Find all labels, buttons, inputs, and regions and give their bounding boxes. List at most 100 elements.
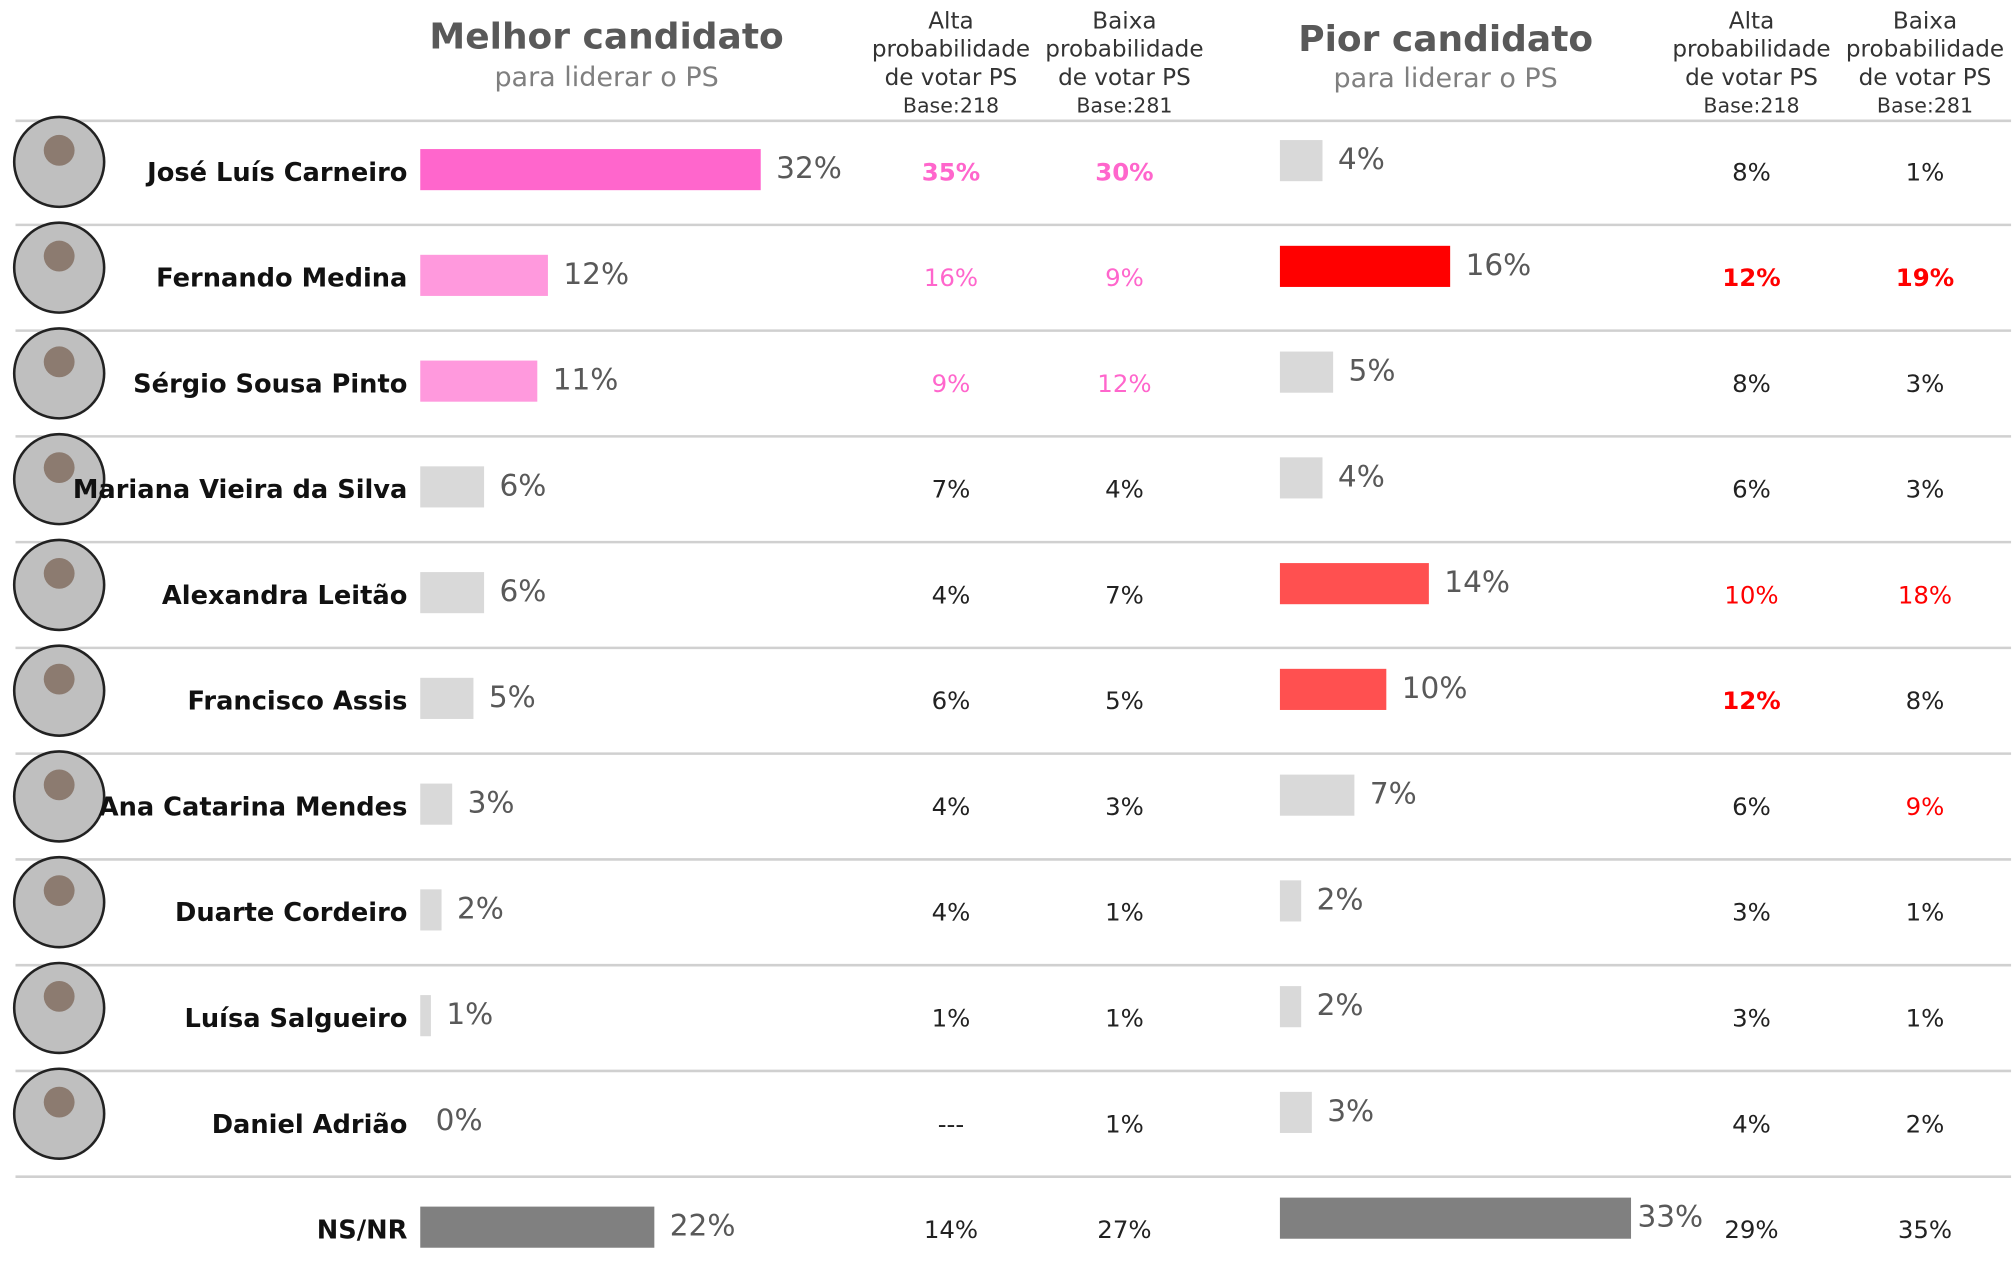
best-split: 1% [1105,1004,1144,1033]
column-header: Base:281 [1877,94,1973,118]
photo-head [43,663,75,695]
best-split: 5% [1105,686,1144,715]
candidate-name: Fernando Medina [156,264,407,294]
worst-bar [1279,140,1323,182]
worst-label: 2% [1317,988,1364,1022]
best-split: 16% [924,263,978,292]
worst-bar [1279,351,1334,393]
best-split: 9% [1105,263,1144,292]
candidate-name: Daniel Adrião [212,1110,408,1140]
best-split: 1% [1105,898,1144,927]
best-bar [420,149,761,191]
photo-head [43,769,75,801]
worst-bar [1279,245,1451,287]
best-label: 32% [776,151,842,185]
column-header: probabilidade [872,37,1030,63]
worst-split: 35% [1898,1215,1952,1244]
column-header: Baixa [1893,8,1957,34]
candidate-name: Duarte Cordeiro [175,898,407,928]
worst-label: 14% [1444,565,1510,599]
best-split: 12% [1097,369,1151,398]
best-split: 30% [1095,157,1153,186]
worst-bar [1279,457,1323,499]
photo-head [43,452,75,484]
column-header: de votar PS [1859,65,1992,91]
column-header: Base:281 [1076,94,1172,118]
column-header: Base:218 [1703,94,1799,118]
column-header: probabilidade [1846,37,2004,63]
worst-label: 16% [1466,248,1532,282]
worst-split: 4% [1732,1109,1771,1138]
column-header: de votar PS [1685,65,1818,91]
column-header: de votar PS [885,65,1018,91]
worst-split: 1% [1906,157,1945,186]
candidate-name: Mariana Vieira da Silva [73,475,408,505]
photo-head [43,1086,75,1118]
column-header: probabilidade [1672,37,1830,63]
worst-split: 8% [1732,157,1771,186]
worst-label: 4% [1338,142,1385,176]
worst-split: 2% [1906,1109,1945,1138]
best-label: 12% [563,257,629,291]
best-split: 3% [1105,792,1144,821]
best-split: 4% [1105,475,1144,504]
worst-split: 3% [1906,369,1945,398]
column-header: Alta [928,8,973,34]
best-split: 1% [1105,1109,1144,1138]
best-split: 1% [932,1004,971,1033]
worst-bar [1279,563,1429,605]
worst-label: 5% [1349,354,1396,388]
worst-split: 1% [1906,898,1945,927]
column-header: Baixa [1092,8,1156,34]
worst-bar [1279,986,1302,1028]
worst-split: 6% [1732,792,1771,821]
worst-split: 12% [1722,263,1780,292]
best-bar [420,1206,655,1248]
photo-head [43,346,75,378]
column-header: de votar PS [1058,65,1191,91]
best-bar [420,466,485,508]
worst-label: 33% [1637,1200,1703,1234]
best-subtitle: para liderar o PS [494,62,718,93]
worst-split: 6% [1732,475,1771,504]
best-bar [420,572,485,614]
best-bar [420,783,453,825]
worst-bar [1279,774,1355,816]
worst-split: 8% [1906,686,1945,715]
column-header: Alta [1729,8,1774,34]
worst-split: 10% [1724,580,1778,609]
worst-split: 29% [1724,1215,1778,1244]
candidate-name: NS/NR [317,1216,408,1246]
best-label: 5% [489,680,536,714]
worst-split: 3% [1732,1004,1771,1033]
worst-split: 9% [1906,792,1945,821]
photo-head [43,240,75,272]
worst-title: Pior candidato [1298,19,1593,60]
worst-subtitle: para liderar o PS [1334,63,1558,94]
best-split: 35% [922,157,980,186]
worst-bar [1279,1197,1632,1239]
best-label: 22% [670,1209,736,1243]
worst-bar [1279,880,1302,922]
candidate-name: Francisco Assis [188,687,408,717]
best-bar [420,677,474,719]
candidate-name: Luísa Salgueiro [185,1004,408,1034]
column-header: Base:218 [903,94,999,118]
best-title: Melhor candidato [429,17,783,58]
worst-bar [1279,1091,1312,1133]
best-split: 4% [932,580,971,609]
best-split: 7% [1105,580,1144,609]
best-bar [420,360,538,402]
photo-head [43,875,75,907]
candidate-name: Alexandra Leitão [162,581,408,611]
candidate-name: Ana Catarina Mendes [99,793,408,823]
worst-split: 19% [1896,263,1954,292]
best-label: 0% [436,1103,483,1137]
worst-split: 18% [1898,580,1952,609]
worst-label: 7% [1370,777,1417,811]
best-bar [420,889,442,931]
worst-split: 12% [1722,686,1780,715]
worst-label: 3% [1327,1094,1374,1128]
best-split: 6% [932,686,971,715]
